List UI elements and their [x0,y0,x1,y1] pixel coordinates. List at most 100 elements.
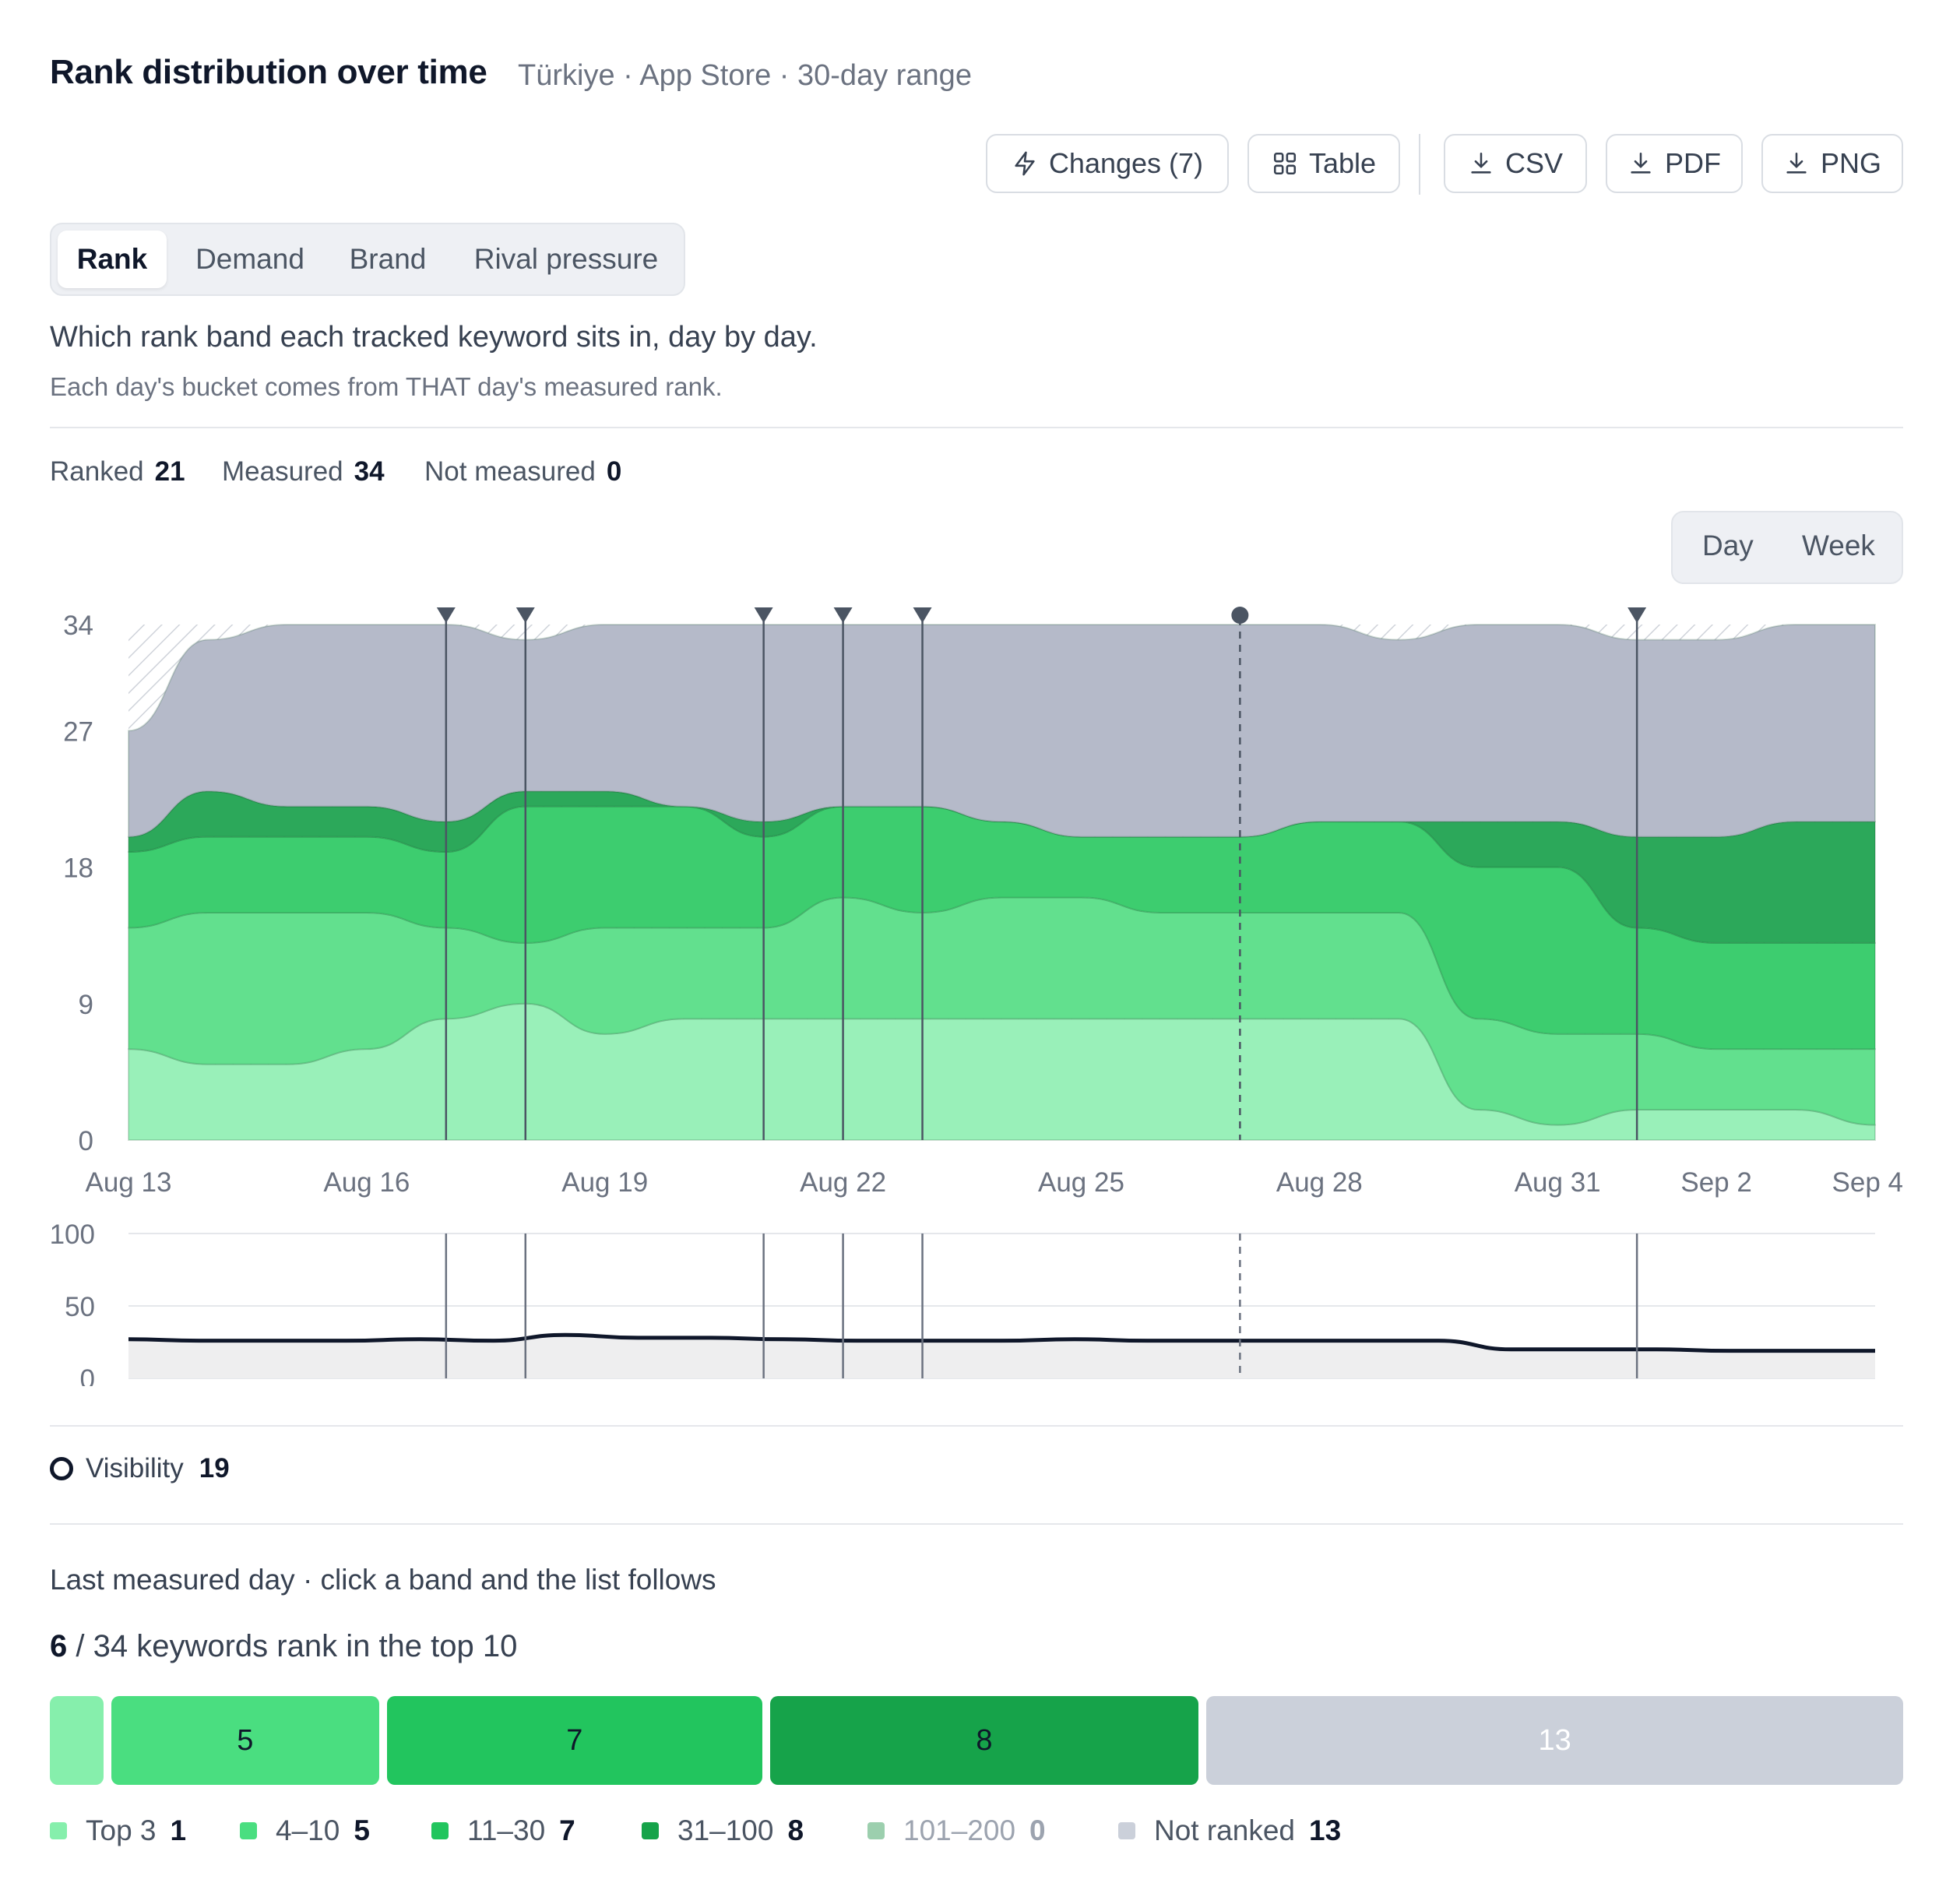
page-subtitle: Türkiye · App Store · 30-day range [518,59,972,92]
divider [50,427,1903,428]
pdf-label: PDF [1665,147,1721,179]
last-measured-caption: Last measured day · click a band and the… [50,1564,716,1596]
stat-measured: Measured 34 [222,456,385,487]
area-band-11-30[interactable] [128,805,1876,1051]
tab-rank[interactable]: Rank [58,231,167,288]
legend-value: 7 [559,1814,575,1846]
toolbar-divider [1419,134,1420,195]
tab-brand[interactable]: Brand [349,243,427,275]
stat-ranked: Ranked 21 [50,456,185,487]
y-tick-label: 0 [79,1126,93,1156]
x-tick-label: Aug 28 [1276,1167,1363,1198]
legend-item-31-100[interactable]: 31–100 8 [642,1814,804,1847]
visibility-value: 19 [199,1453,230,1483]
visibility-y-tick-label: 0 [80,1364,95,1386]
tab-demand[interactable]: Demand [195,243,304,275]
stat-measured-value: 34 [354,456,385,487]
top10-summary: 6 / 34 keywords rank in the top 10 [50,1629,517,1664]
visibility-line[interactable] [128,1332,1875,1353]
granularity-toggle: Day Week [1671,511,1903,584]
legend-swatch [867,1822,885,1839]
visibility-chart: 0 50 100 [50,1219,1875,1386]
x-tick-label: Sep 4 [1832,1167,1903,1198]
csv-label: CSV [1504,147,1564,179]
legend-item-top-3[interactable]: Top 3 1 [50,1814,186,1847]
table-button[interactable]: Table [1247,134,1400,193]
grid-icon [1273,152,1296,175]
legend-value: 1 [170,1814,187,1846]
change-marker-triangle[interactable] [1628,607,1647,623]
x-tick-label: Aug 22 [800,1167,886,1198]
chart-note: Each day's bucket comes from THAT day's … [50,372,723,401]
png-download-button[interactable]: PNG [1761,134,1903,193]
download-icon [1786,152,1807,174]
stat-ranked-label: Ranked [50,456,144,487]
y-tick-label: 18 [63,853,93,884]
legend-swatch [642,1822,659,1839]
metric-tabs: Rank Demand Brand Rival pressure [50,223,685,296]
page-title: Rank distribution over time [50,53,487,91]
legend-item-4-10[interactable]: 4–10 5 [240,1814,370,1847]
x-tick-label: Aug 13 [86,1167,172,1198]
visibility-y-tick-label: 100 [50,1219,95,1250]
x-tick-label: Aug 25 [1038,1167,1124,1198]
legend-item-11-30[interactable]: 11–30 7 [431,1814,575,1847]
granularity-day[interactable]: Day [1702,530,1754,561]
pdf-download-button[interactable]: PDF [1606,134,1743,193]
distribution-segment-4-10[interactable]: 5 [111,1696,379,1785]
download-icon [1471,152,1491,174]
rank-distribution-chart: 0 9 18 27 34 Aug 13 Aug 16 Aug 19 Aug 22 Aug 25 A… [63,607,1903,1198]
legend-label: 11–30 [467,1814,546,1846]
change-marker-triangle[interactable] [754,607,773,623]
legend-value: 0 [1029,1814,1046,1846]
legend-label: Not ranked [1154,1814,1295,1846]
legend-swatch [240,1822,257,1839]
tab-rival-pressure[interactable]: Rival pressure [473,243,659,275]
stat-ranked-value: 21 [154,456,185,487]
visibility-ring-icon [50,1457,73,1480]
download-icon [1631,152,1651,174]
csv-download-button[interactable]: CSV [1444,134,1587,193]
distribution-segment-top-3[interactable] [50,1696,104,1785]
visibility-area [128,1335,1875,1378]
legend-label: 101–200 [903,1814,1016,1846]
legend-item-101-200[interactable]: 101–200 0 [867,1814,1046,1847]
png-label: PNG [1820,147,1881,179]
change-marker-triangle[interactable] [833,607,853,623]
legend-value: 8 [787,1814,804,1846]
x-tick-label: Sep 2 [1680,1167,1751,1198]
visibility-legend: Visibility 19 [50,1453,230,1484]
changes-button[interactable]: Changes (7) [986,134,1229,193]
legend-swatch [50,1822,67,1839]
legend-value: 5 [354,1814,370,1846]
legend-label: 31–100 [677,1814,774,1846]
legend-item-not-ranked[interactable]: Not ranked 13 [1118,1814,1341,1847]
y-tick-label: 9 [79,990,93,1020]
granularity-week[interactable]: Week [1802,530,1875,561]
y-tick-label: 27 [63,716,93,747]
legend-value: 13 [1309,1814,1342,1846]
chart-description: Which rank band each tracked keyword sit… [50,321,818,354]
distribution-segment-not-ranked[interactable]: 13 [1206,1696,1903,1785]
top10-count: 6 [50,1629,68,1663]
change-marker-triangle[interactable] [913,607,932,623]
stat-not-measured: Not measured 0 [424,456,621,487]
table-label: Table [1308,147,1377,179]
divider [50,1425,1903,1427]
legend-swatch [431,1822,449,1839]
change-marker-triangle[interactable] [516,607,535,623]
distribution-segment-31-100[interactable]: 8 [769,1696,1199,1785]
x-tick-label: Aug 31 [1515,1167,1601,1198]
x-tick-label: Aug 16 [323,1167,410,1198]
area-band-not-ranked[interactable] [128,624,1876,838]
legend-label: Top 3 [86,1814,157,1846]
distribution-segment-11-30[interactable]: 7 [386,1696,762,1785]
lightning-icon [1015,151,1035,176]
current-day-marker-dot[interactable] [1231,607,1249,624]
x-tick-label: Aug 19 [561,1167,648,1198]
stat-not-measured-value: 0 [606,456,622,487]
legend-swatch [1118,1822,1135,1839]
change-marker-triangle[interactable] [436,607,456,623]
area-band-31-100[interactable] [128,790,1876,944]
